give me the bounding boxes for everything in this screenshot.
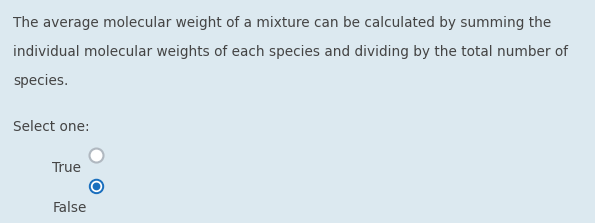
Text: Select one:: Select one: [13, 120, 90, 134]
Text: species.: species. [13, 74, 68, 88]
Text: The average molecular weight of a mixture can be calculated by summing the: The average molecular weight of a mixtur… [13, 16, 552, 30]
Text: individual molecular weights of each species and dividing by the total number of: individual molecular weights of each spe… [13, 45, 568, 59]
Text: False: False [52, 201, 87, 215]
Text: True: True [52, 161, 82, 175]
